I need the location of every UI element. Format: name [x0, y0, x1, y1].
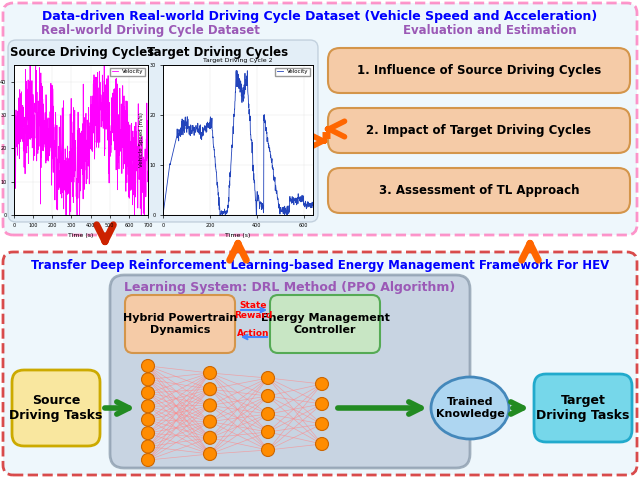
Circle shape: [204, 399, 216, 412]
FancyBboxPatch shape: [534, 374, 632, 442]
FancyBboxPatch shape: [125, 295, 235, 353]
Text: Target Driving Cycles: Target Driving Cycles: [147, 45, 289, 58]
FancyBboxPatch shape: [328, 108, 630, 153]
Title: Target Driving Cycle 2: Target Driving Cycle 2: [203, 58, 273, 63]
Circle shape: [204, 431, 216, 444]
Circle shape: [262, 444, 275, 456]
Text: Evaluation and Estimation: Evaluation and Estimation: [403, 23, 577, 36]
FancyBboxPatch shape: [110, 275, 470, 468]
Circle shape: [141, 427, 154, 440]
Circle shape: [141, 400, 154, 413]
Text: 3. Assessment of TL Approach: 3. Assessment of TL Approach: [379, 184, 579, 197]
Y-axis label: Vehicle Speed (m/s): Vehicle Speed (m/s): [138, 112, 143, 167]
Text: Source Driving Cycles: Source Driving Cycles: [10, 45, 154, 58]
X-axis label: Time (s): Time (s): [225, 233, 251, 238]
Circle shape: [316, 378, 328, 391]
Circle shape: [316, 417, 328, 431]
Text: Reward: Reward: [234, 312, 272, 321]
Circle shape: [262, 408, 275, 421]
Text: Transfer Deep Reinforcement Learning-based Energy Management Framework For HEV: Transfer Deep Reinforcement Learning-bas…: [31, 259, 609, 272]
Circle shape: [141, 359, 154, 372]
Legend: Velocity: Velocity: [275, 68, 310, 76]
Text: 1. Influence of Source Driving Cycles: 1. Influence of Source Driving Cycles: [357, 64, 601, 77]
Text: 2. Impact of Target Driving Cycles: 2. Impact of Target Driving Cycles: [367, 124, 591, 137]
Circle shape: [204, 367, 216, 380]
Circle shape: [262, 425, 275, 438]
Circle shape: [204, 383, 216, 396]
Circle shape: [141, 373, 154, 386]
Circle shape: [204, 415, 216, 428]
Text: Real-world Driving Cycle Dataset: Real-world Driving Cycle Dataset: [40, 23, 259, 36]
Circle shape: [141, 386, 154, 399]
Text: Hybrid Powertrain
Dynamics: Hybrid Powertrain Dynamics: [123, 313, 237, 335]
Text: Trained
Knowledge: Trained Knowledge: [436, 397, 504, 419]
Circle shape: [141, 413, 154, 426]
Text: Target
Driving Tasks: Target Driving Tasks: [536, 394, 630, 422]
FancyBboxPatch shape: [12, 370, 100, 446]
Circle shape: [204, 447, 216, 460]
Circle shape: [141, 454, 154, 467]
Text: State: State: [239, 301, 267, 309]
Text: Data-driven Real-world Driving Cycle Dataset (Vehicle Speed and Acceleration): Data-driven Real-world Driving Cycle Dat…: [42, 10, 598, 22]
Circle shape: [262, 371, 275, 384]
FancyBboxPatch shape: [270, 295, 380, 353]
X-axis label: Time (s): Time (s): [68, 233, 93, 238]
FancyBboxPatch shape: [3, 252, 637, 475]
Text: Learning System: DRL Method (PPO Algorithm): Learning System: DRL Method (PPO Algorit…: [124, 281, 456, 293]
FancyBboxPatch shape: [8, 40, 318, 222]
Text: Energy Management
Controller: Energy Management Controller: [260, 313, 389, 335]
Text: Source
Driving Tasks: Source Driving Tasks: [10, 394, 102, 422]
FancyBboxPatch shape: [3, 3, 637, 235]
Legend: Velocity: Velocity: [110, 68, 145, 76]
Circle shape: [316, 437, 328, 450]
Text: Action: Action: [237, 329, 269, 338]
Circle shape: [141, 440, 154, 453]
FancyBboxPatch shape: [328, 168, 630, 213]
Circle shape: [316, 398, 328, 411]
FancyBboxPatch shape: [328, 48, 630, 93]
Circle shape: [262, 390, 275, 402]
Ellipse shape: [431, 377, 509, 439]
